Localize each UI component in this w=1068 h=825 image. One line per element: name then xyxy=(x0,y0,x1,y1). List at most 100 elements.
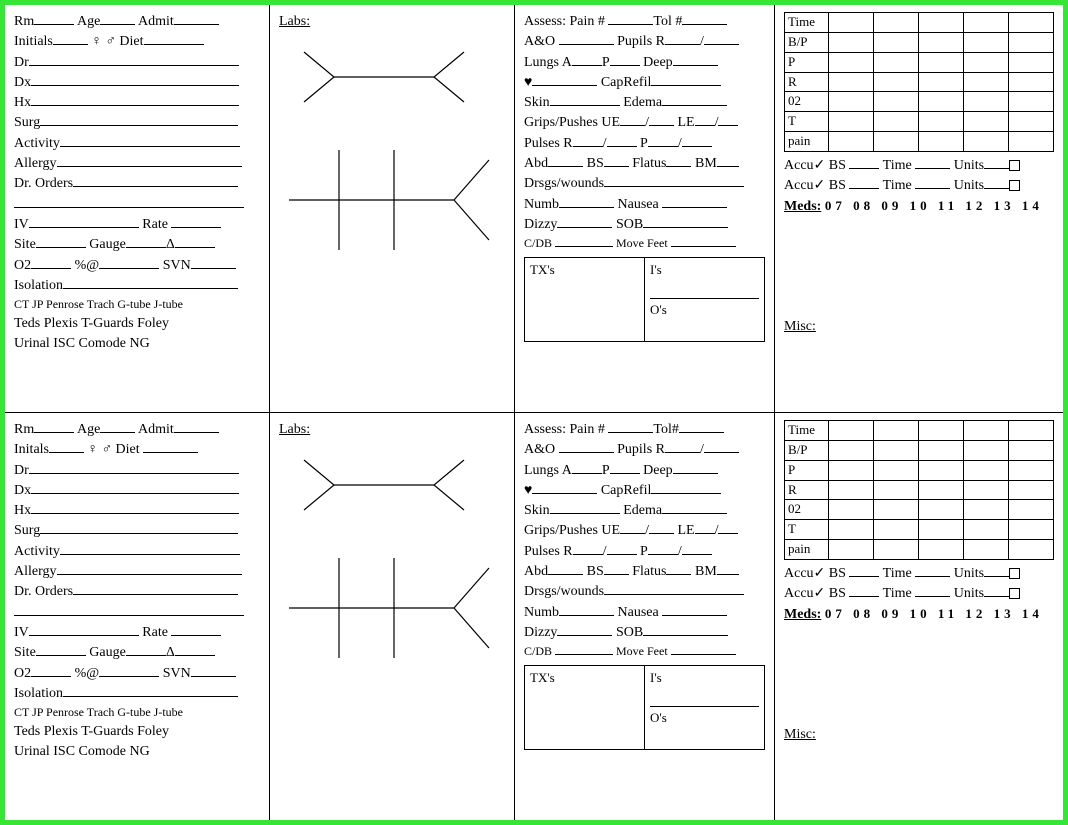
dx-label: Dx xyxy=(14,75,31,90)
skin-label-b: Skin xyxy=(524,503,550,518)
assess-label-b: Assess: Pain # xyxy=(524,422,605,437)
labs-panel-b: Labs: xyxy=(270,413,515,820)
lab-diagram-cbc-b xyxy=(279,538,505,685)
time-row: Time xyxy=(785,13,829,33)
p-row-b: P xyxy=(785,460,829,480)
devices-line-2-b: Teds Plexis T-Guards Foley xyxy=(14,722,260,742)
accu-label-b: Accu✓ BS xyxy=(784,566,846,581)
heart-icon: ♥ xyxy=(524,75,532,90)
bp-row-b: B/P xyxy=(785,440,829,460)
orders-label: Dr. Orders xyxy=(14,176,73,191)
numb-label: Numb xyxy=(524,197,559,212)
female-icon: ♀ xyxy=(91,34,102,49)
surg-label: Surg xyxy=(14,115,40,130)
meds-label-b: Meds: xyxy=(784,607,821,622)
vitals-panel-b: Time B/P P R 02 T pain Accu✓ BS Time Uni… xyxy=(775,413,1063,820)
accu-label-b2: Accu✓ BS xyxy=(784,586,846,601)
bs-label-b: BS xyxy=(587,564,604,579)
dx-label-b: Dx xyxy=(14,483,31,498)
lab-diagram-bmp xyxy=(279,42,505,119)
devices-line-1: CT JP Penrose Trach G-tube J-tube xyxy=(14,296,260,313)
heart-icon-b: ♥ xyxy=(524,483,532,498)
edema-label-b: Edema xyxy=(623,503,662,518)
lungs-label-b: Lungs A xyxy=(524,463,572,478)
units-checkbox[interactable] xyxy=(1009,160,1020,171)
t-row-b: T xyxy=(785,520,829,540)
devices-line-1-b: CT JP Penrose Trach G-tube J-tube xyxy=(14,704,260,721)
units-label-2: Units xyxy=(954,178,984,193)
initials-label: Initials xyxy=(14,34,53,49)
units-checkbox-b2[interactable] xyxy=(1009,588,1020,599)
bp-row: B/P xyxy=(785,32,829,52)
time-label-b2: Time xyxy=(883,586,912,601)
iv-label: IV xyxy=(14,217,29,232)
svn-label: SVN xyxy=(163,258,191,273)
gauge-label-b: Gauge xyxy=(89,645,126,660)
pct-label-b: %@ xyxy=(75,666,100,681)
o2-row: 02 xyxy=(785,92,829,112)
labs-panel: Labs: xyxy=(270,5,515,412)
r-row: R xyxy=(785,72,829,92)
allergy-label: Allergy xyxy=(14,156,57,171)
time-label-2: Time xyxy=(883,178,912,193)
med-hours: 07 08 09 10 11 12 13 14 xyxy=(825,198,1043,213)
nausea-label-b: Nausea xyxy=(618,605,659,620)
svn-label-b: SVN xyxy=(163,666,191,681)
txs-label-b: TX's xyxy=(530,670,555,685)
numb-label-b: Numb xyxy=(524,605,559,620)
os-label: O's xyxy=(650,302,667,317)
deep-label: Deep xyxy=(643,55,673,70)
sob-label-b: SOB xyxy=(616,625,643,640)
rate-label: Rate xyxy=(142,217,168,232)
delta-label: Δ xyxy=(166,237,175,252)
pain-row-b: pain xyxy=(785,540,829,560)
pp-label: P xyxy=(640,136,648,151)
units-label-b: Units xyxy=(954,566,984,581)
admit-label-b: Admit xyxy=(138,422,174,437)
tol-label: Tol # xyxy=(653,14,682,29)
deep-label-b: Deep xyxy=(643,463,673,478)
drsgs-label-b: Drsgs/wounds xyxy=(524,584,604,599)
txs-label: TX's xyxy=(530,262,555,277)
misc-label: Misc: xyxy=(784,317,1054,337)
lab-diagram-bmp-b xyxy=(279,450,505,527)
units-checkbox-2[interactable] xyxy=(1009,180,1020,191)
os-label-b: O's xyxy=(650,710,667,725)
units-label-b2: Units xyxy=(954,586,984,601)
admit-label: Admit xyxy=(138,14,174,29)
p-label: P xyxy=(602,55,610,70)
capref-label-b: CapRefil xyxy=(601,483,652,498)
labs-label-b: Labs: xyxy=(279,422,310,437)
pulses-label: Pulses R xyxy=(524,136,573,151)
site-label: Site xyxy=(14,237,36,252)
pulses-label-b: Pulses R xyxy=(524,544,573,559)
activity-label-b: Activity xyxy=(14,544,60,559)
drsgs-label: Drsgs/wounds xyxy=(524,176,604,191)
accu-label: Accu✓ BS xyxy=(784,158,846,173)
o2-row-b: 02 xyxy=(785,500,829,520)
devices-line-2: Teds Plexis T-Guards Foley xyxy=(14,314,260,334)
ao-label-b: A&O xyxy=(524,442,555,457)
units-checkbox-b[interactable] xyxy=(1009,568,1020,579)
assessment-panel: Assess: Pain # Tol # A&O Pupils R/ Lungs… xyxy=(515,5,775,412)
pain-row: pain xyxy=(785,132,829,152)
dr-label: Dr xyxy=(14,55,29,70)
patient-block-top: Rm Age Admit Initials ♀ ♂ Diet Dr Dx Hx … xyxy=(5,5,1063,413)
assessment-panel-b: Assess: Pain # Tol# A&O Pupils R/ Lungs … xyxy=(515,413,775,820)
cdb-label: C/DB xyxy=(524,236,552,250)
bm-label-b: BM xyxy=(695,564,717,579)
pp-label-b: P xyxy=(640,544,648,559)
p-label-b: P xyxy=(602,463,610,478)
tx-io-box-b: TX's I'sO's xyxy=(524,665,765,750)
grips-label-b: Grips/Pushes UE xyxy=(524,523,620,538)
movefeet-label: Move Feet xyxy=(616,236,668,250)
dizzy-label-b: Dizzy xyxy=(524,625,557,640)
bs-label: BS xyxy=(587,156,604,171)
initals-label-b: Initals xyxy=(14,442,49,457)
o2-label: O2 xyxy=(14,258,31,273)
pupils-label-b: Pupils R xyxy=(617,442,665,457)
orders-label-b: Dr. Orders xyxy=(14,584,73,599)
tx-io-box: TX's I'sO's xyxy=(524,257,765,342)
units-label: Units xyxy=(954,158,984,173)
flatus-label: Flatus xyxy=(632,156,666,171)
